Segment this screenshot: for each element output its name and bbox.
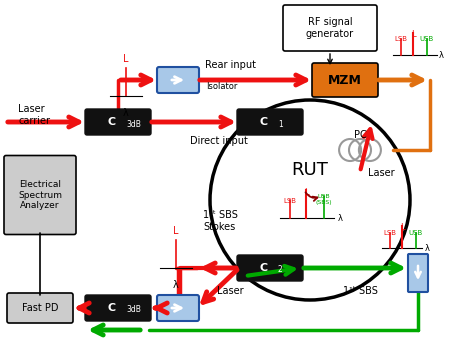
Text: λ: λ	[123, 108, 129, 118]
Text: C: C	[108, 117, 116, 127]
FancyBboxPatch shape	[283, 5, 377, 51]
Text: L: L	[123, 54, 129, 64]
Text: RF signal
generator: RF signal generator	[306, 17, 354, 39]
FancyBboxPatch shape	[157, 295, 199, 321]
Text: L: L	[304, 188, 308, 197]
Text: C: C	[260, 263, 268, 273]
Text: λ: λ	[425, 244, 430, 253]
Text: LSB: LSB	[383, 230, 396, 236]
FancyBboxPatch shape	[4, 156, 76, 235]
Text: Laser: Laser	[217, 286, 243, 296]
Text: LSB: LSB	[394, 36, 408, 42]
Text: λ: λ	[173, 280, 179, 290]
Text: λ: λ	[338, 214, 343, 223]
FancyBboxPatch shape	[237, 255, 303, 281]
FancyBboxPatch shape	[408, 254, 428, 292]
FancyBboxPatch shape	[312, 63, 378, 97]
Text: 1ˢᵗ SBS
Stokes: 1ˢᵗ SBS Stokes	[202, 210, 237, 232]
Text: Fast PD: Fast PD	[22, 303, 58, 313]
Text: Rear input: Rear input	[205, 60, 256, 70]
Text: Electrical
Spectrum
Analyzer: Electrical Spectrum Analyzer	[18, 180, 62, 210]
Text: 1ˢᵗ SBS: 1ˢᵗ SBS	[343, 286, 377, 296]
FancyBboxPatch shape	[157, 67, 199, 93]
Text: LSB: LSB	[283, 198, 297, 204]
Text: 3dB: 3dB	[126, 119, 141, 128]
Text: 1: 1	[278, 119, 283, 128]
Text: Isolator: Isolator	[206, 81, 237, 90]
Text: RUT: RUT	[292, 161, 328, 179]
FancyBboxPatch shape	[7, 293, 73, 323]
FancyArrowPatch shape	[306, 192, 318, 201]
FancyBboxPatch shape	[237, 109, 303, 135]
Text: 3dB: 3dB	[126, 306, 141, 315]
Text: C: C	[108, 303, 116, 313]
Text: USB: USB	[409, 230, 423, 236]
Text: L: L	[410, 30, 415, 39]
Text: C: C	[260, 117, 268, 127]
FancyBboxPatch shape	[85, 295, 151, 321]
FancyBboxPatch shape	[85, 109, 151, 135]
Text: PC: PC	[354, 130, 366, 140]
Text: USB: USB	[420, 36, 434, 42]
Text: MZM: MZM	[328, 73, 362, 87]
Text: USB
(SBS): USB (SBS)	[316, 194, 332, 205]
Text: Direct input: Direct input	[190, 136, 248, 146]
Text: Laser: Laser	[368, 168, 395, 178]
Text: 2: 2	[278, 266, 283, 275]
Text: L: L	[173, 226, 179, 236]
Text: Laser
carrier: Laser carrier	[18, 104, 50, 126]
Text: λ: λ	[439, 50, 444, 59]
Text: L: L	[400, 223, 404, 232]
